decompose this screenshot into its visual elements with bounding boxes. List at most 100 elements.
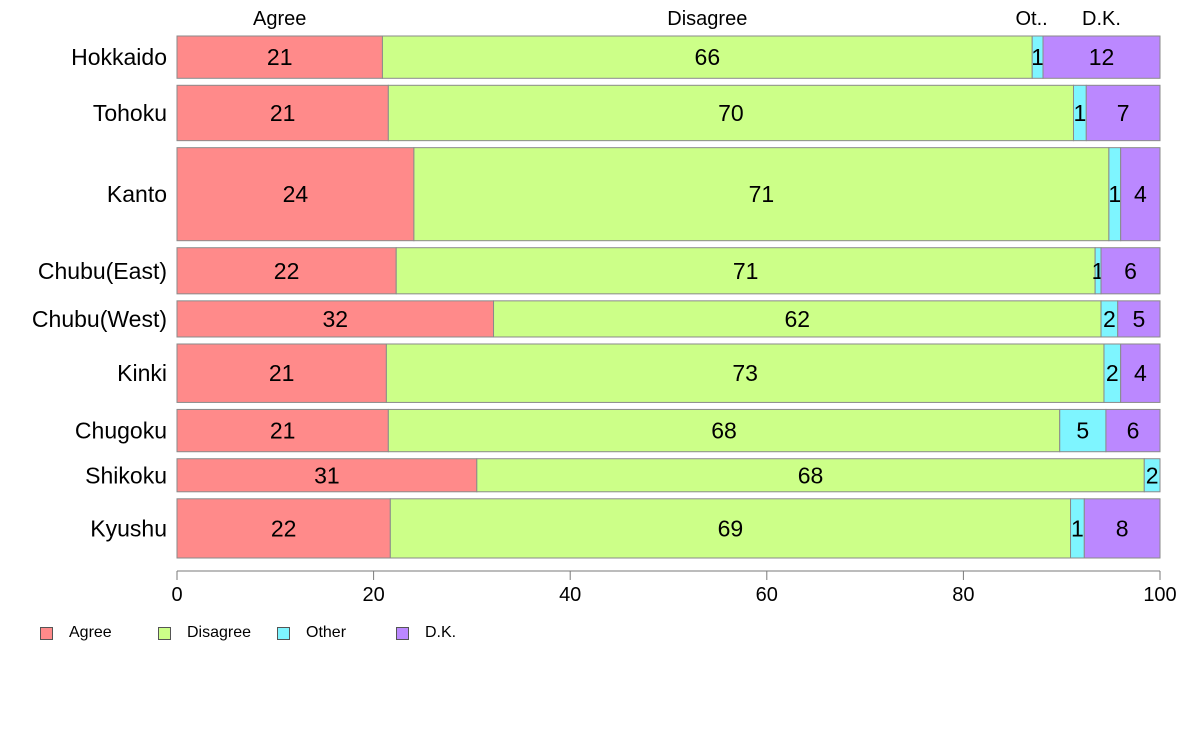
category-label-kinki: Kinki (117, 360, 167, 386)
x-tick-label-100: 100 (1143, 584, 1176, 606)
bar-segment-kinki-agree (176, 343, 387, 403)
category-label-chubu-west: Chubu(West) (32, 306, 167, 332)
legend-label-dk: D.K. (425, 624, 457, 641)
data-label-tohoku-d-k: 7 (1117, 100, 1130, 126)
bar-segment-chubu-east-d-k (1100, 247, 1161, 295)
data-label-chubu-east-d-k: 6 (1124, 258, 1137, 284)
data-label-tohoku-other: 1 (1073, 100, 1086, 126)
top-label-agree: Agree (253, 8, 306, 30)
data-label-chugoku-disagree: 68 (711, 418, 737, 444)
bar-segment-kyushu-agree (176, 498, 391, 559)
legend-label-agree: Agree (69, 624, 112, 641)
data-label-hokkaido-agree: 21 (267, 44, 293, 70)
data-label-kinki-agree: 21 (269, 360, 295, 386)
bar-row-kinki: Kinki 21 73 2 4 (117, 343, 1161, 403)
data-label-kanto-disagree: 71 (749, 181, 775, 207)
legend-item-disagree: Disagree (158, 624, 251, 642)
category-label-tohoku: Tohoku (93, 100, 167, 126)
bar-segment-chugoku-disagree (387, 408, 1061, 453)
bar-segment-kyushu-disagree (389, 498, 1072, 559)
bar-row-kanto: Kanto 24 71 1 4 (107, 147, 1161, 242)
data-label-kinki-other: 2 (1106, 360, 1119, 386)
data-label-kinki-disagree: 73 (732, 360, 758, 386)
legend-swatch-other (277, 626, 290, 640)
data-label-shikoku-other: 2 (1146, 462, 1159, 488)
bar-segment-shikoku-agree (176, 458, 478, 493)
bar-segment-tohoku-d-k (1085, 84, 1161, 142)
legend-label-disagree: Disagree (187, 624, 252, 641)
data-label-kanto-other: 1 (1108, 181, 1121, 207)
top-label-disagree: Disagree (667, 8, 747, 30)
category-label-kanto: Kanto (107, 181, 167, 207)
category-label-chubu-east: Chubu(East) (38, 258, 167, 284)
data-label-tohoku-agree: 21 (270, 100, 296, 126)
data-label-hokkaido-d-k: 12 (1089, 44, 1115, 70)
data-label-tohoku-disagree: 70 (718, 100, 744, 126)
bar-segment-chugoku-d-k (1105, 408, 1161, 453)
category-label-kyushu: Kyushu (90, 515, 167, 541)
data-label-chubu-west-disagree: 62 (784, 306, 810, 332)
data-label-shikoku-disagree: 68 (798, 462, 824, 488)
data-label-shikoku-agree: 31 (314, 462, 340, 488)
bar-segment-kanto-d-k (1120, 147, 1161, 242)
legend-swatch-disagree (158, 626, 171, 640)
bar-segment-tohoku-disagree (387, 84, 1074, 142)
data-label-kyushu-disagree: 69 (718, 515, 744, 541)
bar-segment-chubu-west-d-k (1117, 300, 1161, 338)
bar-row-chugoku: Chugoku 21 68 5 6 (75, 408, 1161, 453)
bar-row-kyushu: Kyushu 22 69 1 8 (90, 498, 1161, 559)
bar-row-chubu-east: Chubu(East) 22 71 1 6 (38, 247, 1161, 295)
bar-segment-kinki-disagree (385, 343, 1105, 403)
bar-segment-chubu-west-disagree (493, 300, 1102, 338)
data-label-chubu-west-agree: 32 (322, 306, 348, 332)
x-tick-label-20: 20 (362, 584, 384, 606)
category-label-shikoku: Shikoku (85, 462, 167, 488)
bar-row-shikoku: Shikoku 31 68 2 (85, 458, 1161, 493)
data-label-kyushu-agree: 22 (271, 515, 297, 541)
data-label-chugoku-other: 5 (1076, 418, 1089, 444)
bar-segment-kyushu-d-k (1083, 498, 1161, 559)
data-label-kanto-d-k: 4 (1134, 181, 1147, 207)
category-label-chugoku: Chugoku (75, 418, 167, 444)
bar-segment-tohoku-agree (176, 84, 389, 142)
data-label-chubu-east-disagree: 71 (733, 258, 759, 284)
top-label-ot: Ot.. (1015, 8, 1047, 30)
bar-row-hokkaido: Hokkaido 21 66 1 12 (71, 35, 1161, 79)
top-labels: Agree Disagree Ot.. D.K. (253, 8, 1121, 30)
bar-row-tohoku: Tohoku 21 70 1 7 (93, 84, 1161, 142)
bar-segment-shikoku-disagree (476, 458, 1145, 493)
legend-label-other: Other (306, 624, 347, 641)
legend-item-agree: Agree (40, 624, 112, 642)
bar-segment-shikoku-other (1143, 458, 1161, 493)
data-label-kyushu-other: 1 (1071, 515, 1084, 541)
bar-row-chubu-west: Chubu(West) 32 62 2 5 (32, 300, 1161, 338)
bar-segment-hokkaido-disagree (381, 35, 1033, 79)
data-label-chubu-west-d-k: 5 (1132, 306, 1145, 332)
bar-segment-chugoku-agree (176, 408, 389, 453)
category-label-hokkaido: Hokkaido (71, 44, 167, 70)
data-label-kinki-d-k: 4 (1134, 360, 1147, 386)
data-label-hokkaido-disagree: 66 (695, 44, 721, 70)
x-tick-label-0: 0 (171, 584, 182, 606)
bar-segment-hokkaido-d-k (1042, 35, 1161, 79)
bar-segment-chubu-east-disagree (395, 247, 1096, 295)
x-tick-label-60: 60 (756, 584, 778, 606)
data-label-kyushu-d-k: 8 (1116, 515, 1129, 541)
bar-segment-chubu-west-agree (176, 300, 495, 338)
data-label-kanto-agree: 24 (283, 181, 309, 207)
legend-item-dk: D.K. (396, 624, 456, 642)
bar-segment-kinki-d-k (1120, 343, 1161, 403)
x-tick-label-80: 80 (952, 584, 974, 606)
bar-segment-kanto-agree (176, 147, 415, 242)
data-label-hokkaido-other: 1 (1031, 44, 1044, 70)
x-axis: 0 20 40 60 80 100 (171, 570, 1177, 606)
data-label-chugoku-d-k: 6 (1127, 418, 1140, 444)
legend-item-other: Other (277, 624, 346, 642)
data-label-chubu-east-agree: 22 (274, 258, 300, 284)
bar-segment-hokkaido-agree (176, 35, 383, 79)
x-tick-label-40: 40 (559, 584, 581, 606)
data-label-chubu-west-other: 2 (1103, 306, 1116, 332)
legend-swatch-dk (396, 626, 409, 640)
